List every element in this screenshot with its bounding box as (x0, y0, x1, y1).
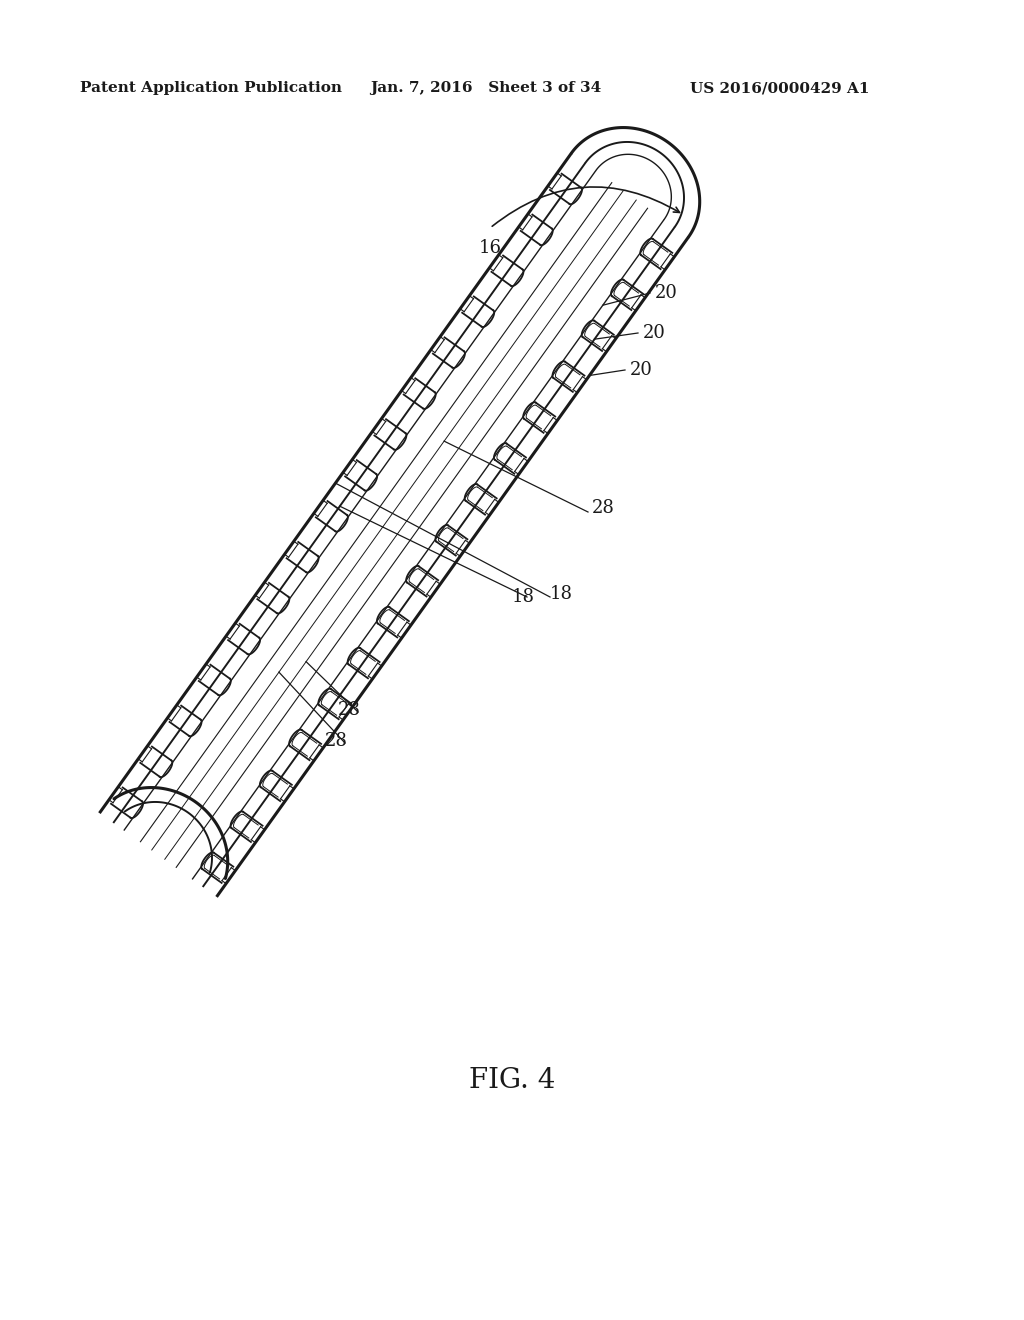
Text: 28: 28 (592, 499, 614, 517)
Text: 18: 18 (550, 585, 573, 603)
Text: 20: 20 (643, 323, 666, 342)
Text: 20: 20 (655, 284, 678, 302)
Text: Jan. 7, 2016   Sheet 3 of 34: Jan. 7, 2016 Sheet 3 of 34 (370, 81, 601, 95)
Text: Patent Application Publication: Patent Application Publication (80, 81, 342, 95)
Text: FIG. 4: FIG. 4 (469, 1067, 555, 1093)
Text: 20: 20 (630, 360, 653, 379)
Text: US 2016/0000429 A1: US 2016/0000429 A1 (690, 81, 869, 95)
Text: 28: 28 (338, 701, 360, 719)
Text: 28: 28 (325, 733, 348, 750)
Text: 16: 16 (478, 239, 502, 257)
Text: 18: 18 (512, 587, 535, 606)
